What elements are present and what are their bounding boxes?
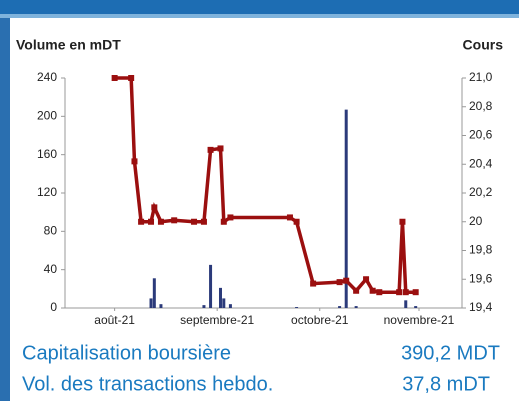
- price-marker: [171, 217, 178, 224]
- y2-tick-label: 20,6: [469, 128, 493, 142]
- bar: [202, 305, 206, 308]
- price-marker: [353, 287, 360, 294]
- x-tick-label: octobre-21: [291, 313, 349, 327]
- y2-tick-label: 19,4: [469, 300, 493, 314]
- y2-axis-label: Cours: [463, 37, 504, 53]
- bar: [404, 300, 408, 308]
- price-line: [114, 76, 416, 294]
- price-marker: [363, 276, 370, 283]
- bar: [295, 307, 299, 308]
- bar: [209, 264, 213, 308]
- summary-value: 390,2 MDT: [401, 342, 500, 364]
- price-marker: [286, 214, 293, 221]
- y-tick-label: 160: [37, 147, 57, 161]
- price-marker: [200, 218, 207, 225]
- x-tick-label: novembre-21: [384, 313, 455, 327]
- y2-tick-label: 19,6: [469, 271, 493, 285]
- price-marker: [138, 218, 145, 225]
- y2-tick-label: 20,2: [469, 185, 493, 199]
- price-marker: [191, 218, 198, 225]
- price-marker: [399, 218, 406, 225]
- price-marker: [376, 289, 383, 296]
- bar: [218, 287, 222, 308]
- bar: [222, 298, 226, 308]
- price-marker: [369, 287, 376, 294]
- price-marker: [227, 214, 234, 221]
- y2-tick-label: 21,0: [469, 70, 493, 84]
- price-marker: [310, 280, 317, 287]
- bar: [149, 298, 153, 308]
- summary-value: 37,8 mDT: [402, 373, 490, 395]
- top-band-line: [0, 14, 519, 18]
- y-tick-label: 120: [37, 185, 57, 199]
- bar: [152, 278, 156, 308]
- x-tick-label: août-21: [94, 313, 135, 327]
- y-tick-label: 200: [37, 109, 57, 123]
- y-tick-label: 40: [44, 262, 58, 276]
- price-marker: [128, 75, 135, 81]
- price-marker: [151, 204, 158, 211]
- price-marker: [207, 146, 214, 153]
- y-tick-label: 240: [37, 70, 57, 84]
- price-marker: [402, 289, 409, 296]
- bar: [228, 304, 232, 308]
- bar: [354, 306, 358, 308]
- price-marker: [131, 158, 138, 165]
- summary-label: Capitalisation boursière: [22, 342, 231, 364]
- y-tick-label: 80: [44, 224, 58, 238]
- x-tick-label: septembre-21: [180, 313, 254, 327]
- summary-label: Vol. des transactions hebdo.: [22, 373, 273, 395]
- price-marker: [220, 218, 227, 225]
- bar: [159, 304, 163, 308]
- bar: [344, 109, 348, 308]
- price-marker: [217, 145, 224, 152]
- price-marker: [336, 279, 343, 286]
- bar: [338, 306, 342, 308]
- price-marker: [148, 218, 155, 225]
- top-band: [0, 0, 519, 14]
- bar: [414, 306, 418, 308]
- price-marker: [157, 218, 164, 225]
- price-marker: [412, 289, 419, 296]
- price-marker: [111, 75, 118, 81]
- y2-tick-label: 20,8: [469, 99, 493, 113]
- y-axis-label: Volume en mDT: [16, 37, 121, 53]
- price-marker: [293, 218, 300, 225]
- y2-tick-label: 20,4: [469, 156, 493, 170]
- price-marker: [396, 289, 403, 296]
- price-marker: [343, 277, 350, 284]
- y2-tick-label: 19,8: [469, 243, 493, 257]
- y2-tick-label: 20: [469, 214, 483, 228]
- left-strip: [0, 18, 10, 401]
- y-tick-label: 0: [50, 300, 57, 314]
